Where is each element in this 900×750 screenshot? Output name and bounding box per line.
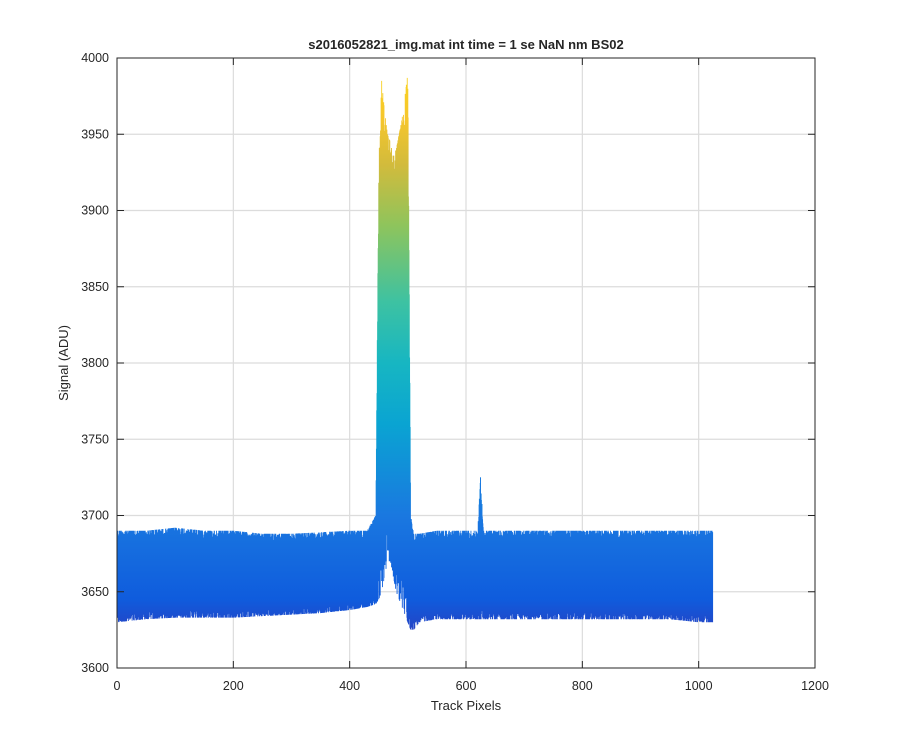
x-axis-ticks: 0 200 400 600 800 1000 1200	[114, 58, 829, 693]
y-axis-ticks: 3600 3650 3700 3750 3800 3850 3900 3950 4000	[81, 51, 815, 675]
grid-lines	[117, 58, 815, 668]
x-tick-label: 600	[456, 679, 477, 693]
y-tick-label: 4000	[81, 51, 109, 65]
x-tick-label: 1200	[801, 679, 829, 693]
y-tick-label: 3750	[81, 432, 109, 446]
x-tick-label: 800	[572, 679, 593, 693]
y-tick-label: 3850	[81, 280, 109, 294]
y-tick-label: 3900	[81, 204, 109, 218]
x-axis-label: Track Pixels	[431, 698, 502, 713]
chart-title: s2016052821_img.mat int time = 1 se NaN …	[308, 37, 623, 52]
y-tick-label: 3600	[81, 661, 109, 675]
x-tick-label: 400	[339, 679, 360, 693]
x-tick-label: 200	[223, 679, 244, 693]
x-tick-label: 0	[114, 679, 121, 693]
y-tick-label: 3700	[81, 509, 109, 523]
y-tick-label: 3650	[81, 585, 109, 599]
y-axis-label: Signal (ADU)	[56, 325, 71, 401]
y-tick-label: 3800	[81, 356, 109, 370]
x-tick-label: 1000	[685, 679, 713, 693]
y-tick-label: 3950	[81, 127, 109, 141]
